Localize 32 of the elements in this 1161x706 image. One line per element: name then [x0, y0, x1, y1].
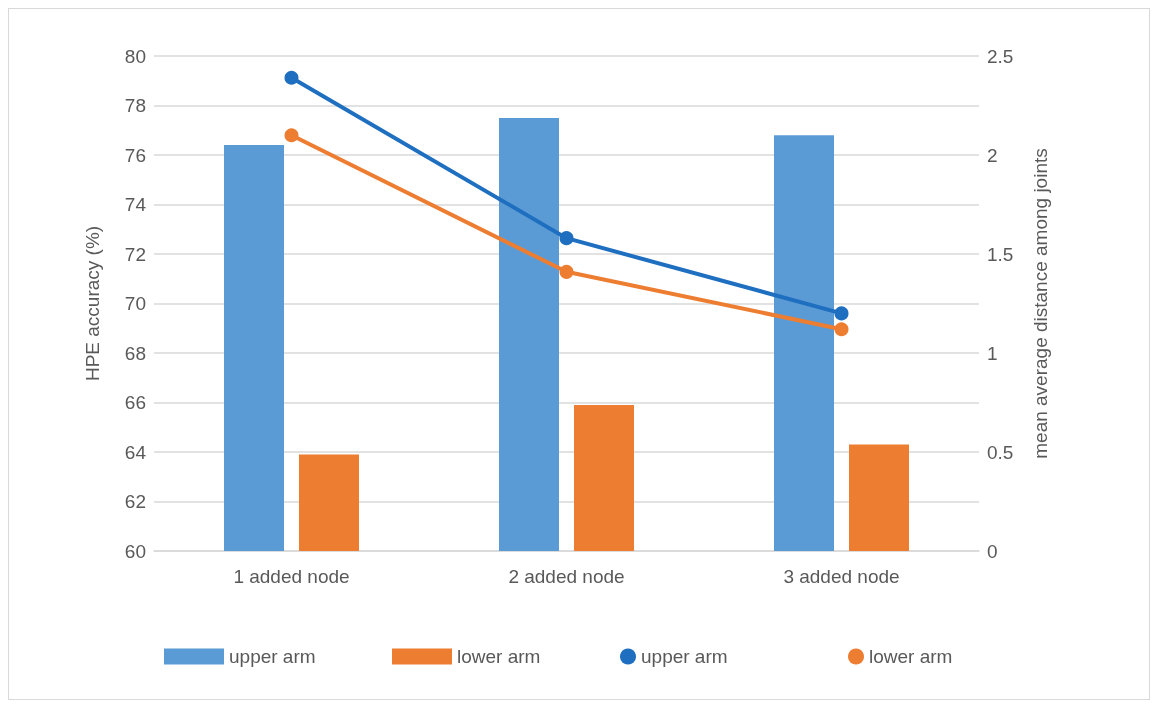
y2-tick-label: 2.5: [987, 45, 1014, 67]
y-axis-title: HPE accuracy (%): [82, 225, 103, 382]
y-tick-label: 60: [124, 540, 146, 562]
x-tick-label: 2 added node: [508, 566, 625, 587]
point: [559, 231, 574, 246]
legend-label: upper arm: [229, 646, 316, 667]
y-tick-label: 66: [124, 392, 146, 413]
y-tick-label: 62: [124, 491, 146, 512]
y-tick-label: 76: [124, 144, 146, 166]
y-tick-label: 64: [124, 441, 147, 463]
y-tick-label: 68: [124, 342, 146, 364]
y-tick-label: 74: [124, 194, 147, 215]
y-tick-label: 72: [124, 243, 146, 265]
x-tick-label: 3 added node: [783, 566, 900, 587]
point: [559, 264, 574, 279]
point: [284, 128, 299, 143]
legend-label: lower arm: [457, 646, 541, 667]
y2-tick-label: 0: [987, 540, 998, 562]
legend-label: lower arm: [869, 646, 953, 667]
y2-axis-title: mean average distance among joints: [1030, 148, 1051, 459]
point: [834, 306, 849, 321]
point: [284, 70, 299, 85]
y2-tick-label: 1: [987, 342, 998, 364]
y-tick-label: 78: [124, 95, 146, 116]
y-tick-label: 70: [124, 293, 146, 314]
y2-tick-label: 1.5: [987, 243, 1014, 265]
legend-label: upper arm: [641, 646, 728, 667]
y-tick-label: 80: [124, 45, 146, 67]
x-tick-label: 1 added node: [233, 566, 350, 587]
point: [834, 322, 849, 337]
y2-tick-label: 2: [987, 144, 998, 166]
y2-tick-label: 0.5: [987, 441, 1014, 463]
